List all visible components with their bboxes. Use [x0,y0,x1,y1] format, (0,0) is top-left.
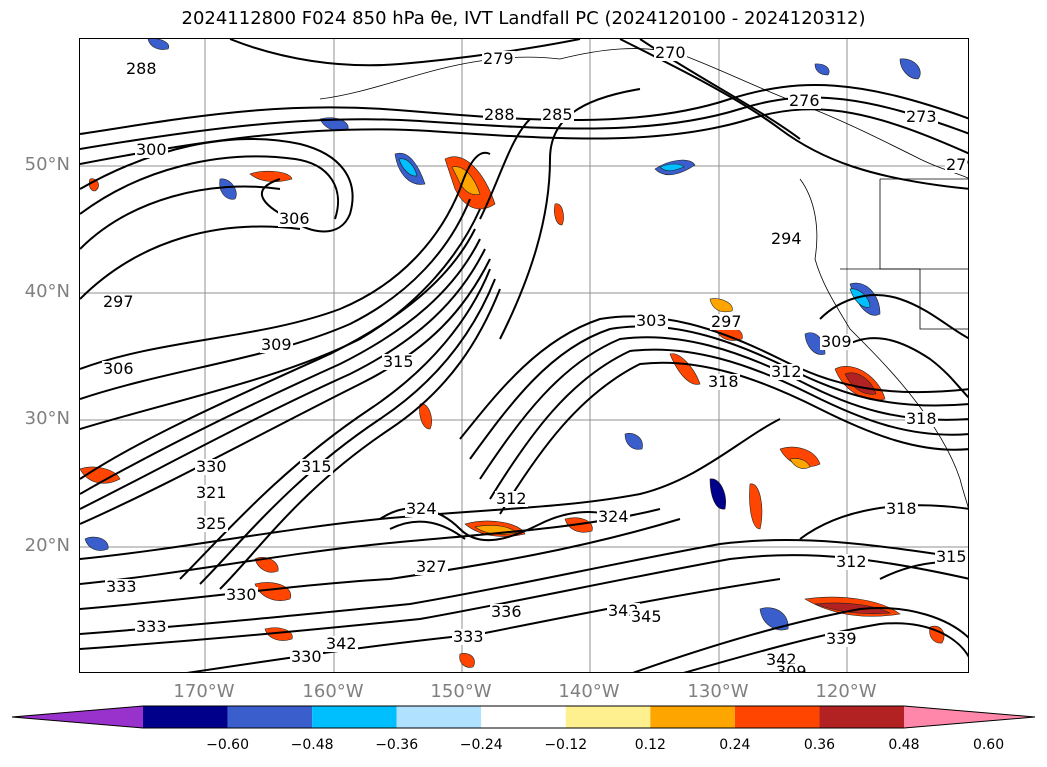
contour-label: 306 [102,359,135,378]
contour-label: 297 [710,312,743,331]
colorbar-tick-label: 0.60 [972,737,1005,753]
colorbar-cell [312,706,397,728]
contour-label: 318 [707,372,740,391]
colorbar-extend-min [12,706,143,728]
contour-label: 309 [820,332,853,351]
lat-label-40n: 40°N [24,281,70,302]
contour-label: 325 [195,514,228,533]
contour-label: 330 [195,457,228,476]
lat-label-50n: 50°N [24,154,70,175]
colorbar-cells [11,705,1036,729]
contour-label: 339 [825,629,858,648]
contour-label: 270 [654,43,687,62]
colorbar-cell [143,706,228,728]
contour-label: 312 [835,552,868,571]
colorbar-cell [481,706,566,728]
colorbar-tick-label: −0.36 [375,737,419,753]
chart-title: 2024112800 F024 850 hPa θe, IVT Landfall… [181,8,866,29]
contour-label: 315 [935,547,968,566]
contour-label: 288 [483,105,516,124]
contour-label: 297 [102,292,135,311]
colorbar-cell [650,706,735,728]
contour-label: 315 [300,457,333,476]
contour-label: 294 [770,229,803,248]
contour-label: 309 [775,664,808,672]
contour-label: 279 [482,49,515,68]
contour-label: 309 [260,335,293,354]
lon-label-170w: 170°W [173,681,235,702]
colorbar-cell [734,706,820,728]
colorbar-outline [11,705,1036,729]
contour-label: 312 [770,362,803,381]
map-panel: 288 279 270 276 273 279 288 285 300 306 297 294 309 3… [79,38,969,673]
contour-label: 324 [597,507,630,526]
colorbar-tick-label: −0.12 [544,737,588,753]
contour-label: 330 [225,585,258,604]
contour-label: 333 [135,617,168,636]
pc-anomaly-fills [80,39,945,668]
lat-label-20n: 20°N [24,535,70,556]
contour-label: 300 [135,140,168,159]
contour-label: 333 [452,627,485,646]
colorbar-tick-label: 0.24 [719,737,751,753]
contour-label: 345 [630,607,663,626]
colorbar-cell [227,706,313,728]
contour-label: 318 [905,409,938,428]
contour-label: 330 [290,647,323,666]
colorbar-tick-label: −0.24 [459,737,503,753]
lat-label-30n: 30°N [24,408,70,429]
contour-label: 306 [278,209,311,228]
contour-label: 303 [635,311,668,330]
coastlines [319,48,968,509]
theta-e-contours [80,39,968,672]
contour-label: 342 [325,634,358,653]
colorbar-tick-label: −0.60 [206,737,249,753]
colorbar-tick-label: 0.36 [803,737,836,753]
colorbar-cell [565,706,651,728]
contour-label: 321 [195,483,228,502]
contour-label: 315 [382,352,415,371]
contour-label: 333 [105,577,138,596]
contour-label: 318 [885,499,918,518]
contour-label: 288 [125,59,158,78]
contour-label: 285 [541,105,574,124]
lon-label-150w: 150°W [430,681,492,702]
colorbar-tick-label: 0.48 [888,737,920,753]
contour-label: 276 [788,91,821,110]
graticule [80,39,968,672]
contour-label: 312 [495,489,528,508]
colorbar-tick-label: −0.48 [290,737,334,753]
colorbar-extend-max [904,706,1035,728]
contour-label: 336 [490,602,523,621]
lon-label-120w: 120°W [815,681,877,702]
contour-label: 327 [415,557,448,576]
map-canvas [80,39,968,672]
colorbar-cell [819,706,904,728]
contour-label: 279 [945,157,968,173]
contour-label: 324 [405,499,438,518]
contour-label: 273 [905,107,938,126]
lon-label-140w: 140°W [558,681,620,702]
lon-label-130w: 130°W [687,681,749,702]
colorbar-tick-label: 0.12 [634,737,666,753]
lon-label-160w: 160°W [302,681,364,702]
colorbar-cell [396,706,482,728]
colorbar [11,705,1036,729]
